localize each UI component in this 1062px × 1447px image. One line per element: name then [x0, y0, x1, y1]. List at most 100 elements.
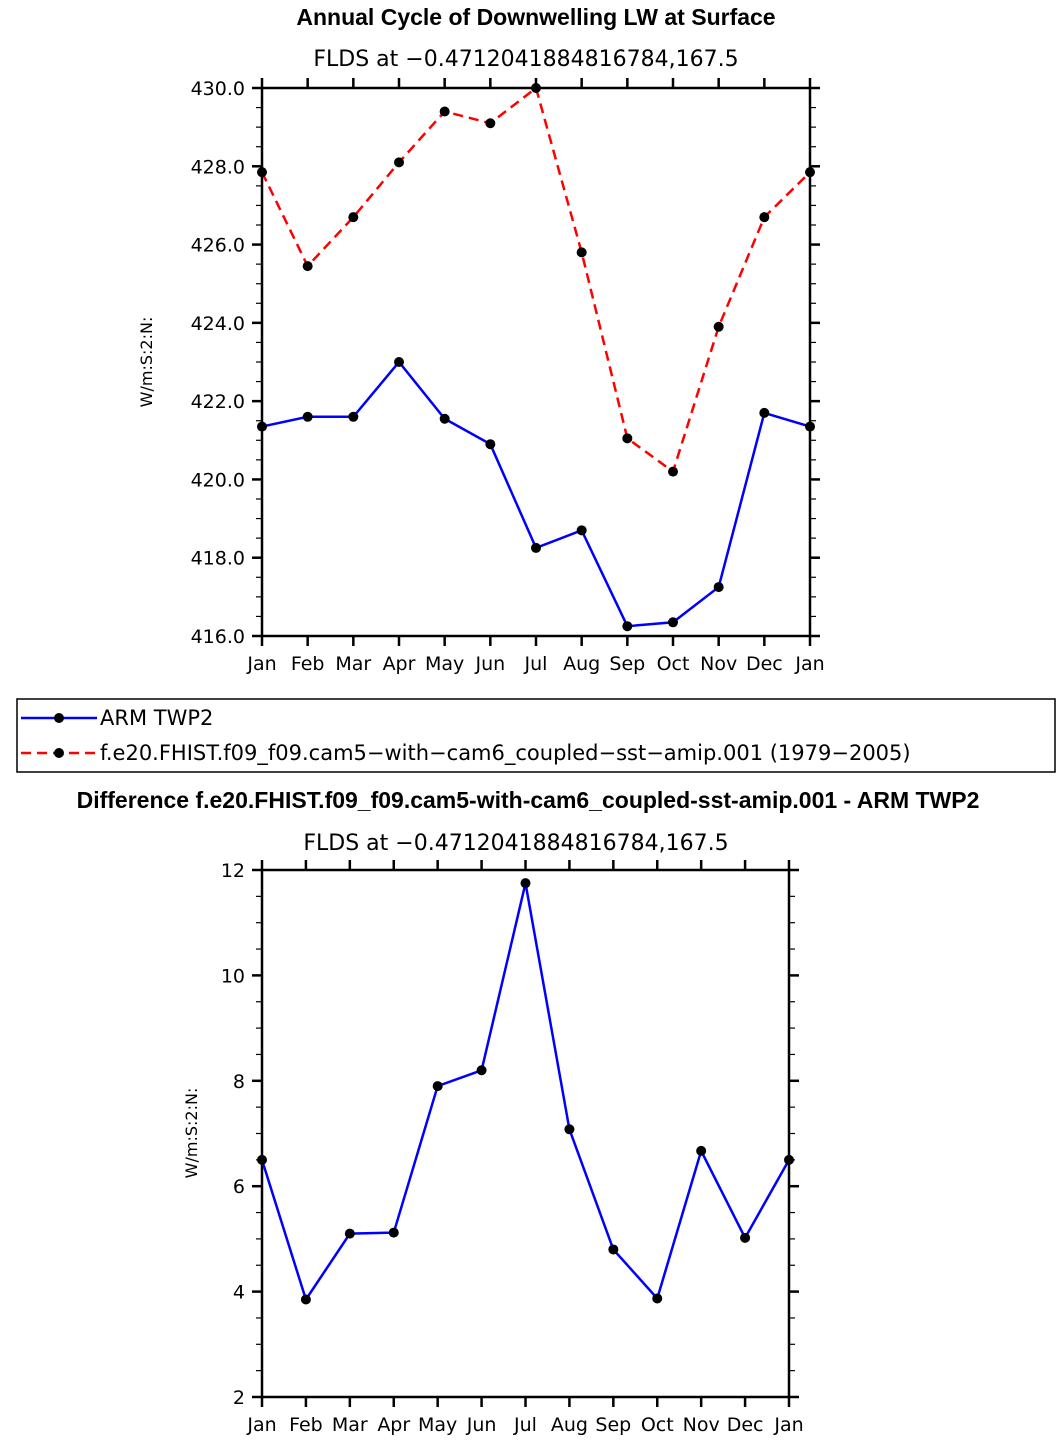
y-tick-label: 422.0	[191, 391, 245, 413]
series-1-point	[394, 157, 404, 168]
x-tick-label: Feb	[289, 1414, 323, 1436]
legend-marker-model	[54, 748, 64, 758]
y-tick-label: 416.0	[191, 626, 245, 648]
series-0-point	[394, 357, 404, 367]
series-line-0	[261, 360, 811, 628]
series-0-point	[302, 411, 313, 422]
series-0-point	[257, 1154, 267, 1165]
chart-1-subtitle: FLDS at −0.4712041884816784,167.5	[313, 47, 738, 72]
x-tick-label: Jul	[524, 653, 548, 675]
chart-2-title: Difference f.e20.FHIST.f09_f09.cam5-with…	[77, 787, 980, 813]
y-tick-label: 430.0	[191, 78, 245, 100]
legend: ARM TWP2 f.e20.FHIST.f09_f09.cam5−with−c…	[16, 698, 1056, 773]
y-tick-label: 418.0	[191, 548, 245, 570]
x-tick-label: Oct	[657, 653, 690, 675]
chart-2-series	[257, 878, 794, 1305]
y-tick-label: 426.0	[191, 235, 245, 257]
y-tick-label: 424.0	[191, 313, 245, 335]
x-tick-label: Jun	[466, 1414, 497, 1436]
series-1-point	[713, 321, 724, 332]
series-0-point	[485, 439, 496, 450]
chart-1-ticks	[252, 78, 820, 646]
series-0-point	[476, 1065, 487, 1076]
y-tick-label: 420.0	[191, 469, 245, 491]
chart-1-x-tick-labels: Jan Feb Mar Apr May Jun Jul Aug Sep Oct Nov Dec Jan	[246, 653, 824, 675]
series-0-point	[388, 1227, 399, 1238]
x-tick-label: Sep	[609, 653, 645, 675]
series-0-point	[668, 617, 678, 628]
series-1-point	[257, 167, 267, 178]
x-tick-label: Feb	[291, 653, 325, 675]
chart-2-subtitle: FLDS at −0.4712041884816784,167.5	[303, 831, 728, 856]
y-tick-label: 2	[233, 1387, 245, 1409]
series-0-point	[564, 1124, 575, 1135]
x-tick-label: Aug	[551, 1414, 588, 1436]
x-tick-label: May	[425, 653, 464, 675]
y-tick-label: 4	[233, 1282, 245, 1304]
legend-entry-arm-twp2: ARM TWP2	[21, 706, 213, 730]
series-0-point	[696, 1145, 707, 1156]
series-0-point	[608, 1244, 619, 1255]
x-tick-label: Jan	[246, 653, 276, 675]
x-tick-label: May	[418, 1414, 457, 1436]
chart-2-y-tick-labels: 2 4 6 8 10 12	[221, 860, 245, 1409]
series-0-point	[439, 413, 450, 424]
legend-entry-model: f.e20.FHIST.f09_f09.cam5−with−cam6_coupl…	[21, 741, 911, 766]
x-tick-label: Mar	[332, 1414, 368, 1436]
y-tick-label: 8	[233, 1071, 245, 1093]
series-0-point	[740, 1232, 751, 1243]
series-0-point	[432, 1081, 443, 1092]
x-tick-label: Oct	[641, 1414, 674, 1436]
series-line-1	[260, 85, 811, 474]
chart-1: Annual Cycle of Downwelling LW at Surfac…	[137, 4, 825, 675]
x-tick-label: Dec	[746, 653, 783, 675]
chart-1-ylabel: W/m:S:2:N:	[137, 317, 156, 408]
series-1-point	[805, 167, 815, 178]
series-1-point	[576, 247, 587, 258]
chart-1-series	[257, 83, 815, 632]
series-0-point	[348, 411, 359, 422]
series-0-point	[759, 407, 770, 418]
series-0-point	[531, 542, 541, 553]
series-1-point	[302, 261, 313, 272]
series-0-point	[257, 421, 267, 432]
x-tick-label: Nov	[683, 1414, 720, 1436]
y-tick-label: 10	[221, 965, 245, 987]
legend-marker-arm-twp2	[54, 713, 64, 723]
series-1-point	[485, 118, 496, 129]
series-0-point	[652, 1293, 663, 1304]
series-1-point	[439, 106, 450, 117]
x-tick-label: Apr	[383, 653, 416, 675]
legend-box	[16, 698, 1056, 773]
y-tick-label: 12	[221, 860, 245, 882]
series-0-point	[713, 582, 724, 593]
x-tick-label: Dec	[727, 1414, 764, 1436]
series-1-point	[759, 212, 770, 223]
series-1-point	[668, 466, 678, 477]
series-0-point	[805, 421, 815, 432]
series-1-point	[622, 433, 633, 444]
legend-label-arm-twp2: ARM TWP2	[100, 706, 213, 730]
legend-label-model: f.e20.FHIST.f09_f09.cam5−with−cam6_coupl…	[100, 741, 911, 766]
chart-2-x-tick-labels: Jan Feb Mar Apr May Jun Jul Aug Sep Oct Nov Dec Jan	[246, 1414, 803, 1436]
series-1-point	[531, 83, 541, 93]
chart-2-plot-frame	[260, 868, 791, 1399]
series-0-point	[344, 1228, 355, 1239]
x-tick-label: Sep	[595, 1414, 631, 1436]
y-tick-label: 428.0	[191, 156, 245, 178]
x-tick-label: Jan	[794, 653, 824, 675]
chart-2-ticks	[252, 860, 799, 1407]
x-tick-label: Nov	[700, 653, 737, 675]
x-tick-label: Jul	[513, 1414, 537, 1436]
x-tick-label: Apr	[377, 1414, 410, 1436]
chart-1-title: Annual Cycle of Downwelling LW at Surfac…	[296, 4, 775, 30]
x-tick-label: Jan	[246, 1414, 276, 1436]
x-tick-label: Jun	[474, 653, 505, 675]
x-tick-label: Mar	[335, 653, 371, 675]
x-tick-label: Aug	[563, 653, 600, 675]
chart-1-y-tick-labels: 416.0 418.0 420.0 422.0 424.0 426.0 428.0 430.0	[191, 78, 245, 648]
y-tick-label: 6	[233, 1176, 245, 1198]
x-tick-label: Jan	[773, 1414, 803, 1436]
series-0-point	[784, 1154, 794, 1165]
